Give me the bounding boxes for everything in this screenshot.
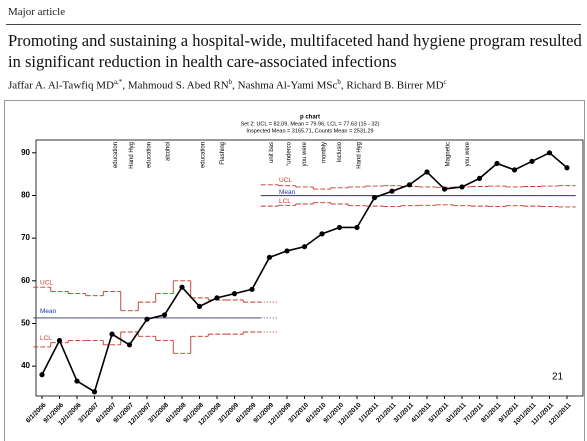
author-name: Mahmoud S. Abed RN: [127, 79, 229, 92]
annotation: Hand Hyg: [129, 142, 135, 169]
article-title: Promoting and sustaining a hospital-wide…: [8, 31, 582, 71]
y-tick-label: 60: [21, 276, 30, 285]
data-point: [39, 372, 45, 378]
data-point: [109, 331, 115, 337]
annotation: education: [146, 142, 152, 168]
data-point: [546, 150, 553, 156]
y-tick-label: 90: [21, 148, 30, 157]
annotation: monthly: [321, 142, 327, 163]
rule: [6, 24, 581, 25]
authors: Jaffar A. Al-Tawfiq MDa,*, Mahmoud S. Ab…: [8, 78, 447, 92]
data-point: [301, 244, 308, 250]
data-point: [56, 337, 63, 344]
data-point: [424, 169, 430, 175]
annotation: alcohol: [166, 142, 172, 161]
data-point: [284, 248, 290, 254]
data-point: [564, 165, 570, 171]
data-point: [161, 312, 168, 318]
limit-label: Mean: [279, 189, 296, 196]
data-point: [214, 295, 220, 301]
data-point: [336, 224, 343, 231]
limit-label: UCL: [279, 177, 292, 184]
chart-subtitle: Inspected Mean = 3165.71, Counts Mean = …: [246, 128, 373, 134]
author-name: Nashma Al-Yami MSc: [237, 79, 338, 92]
author-affiliation: a,*: [113, 78, 123, 86]
author-affiliation: b: [228, 78, 233, 86]
page-number: 21: [552, 372, 564, 383]
data-point: [266, 254, 273, 260]
data-point: [144, 316, 150, 322]
annotation: Hand Hyg: [356, 142, 362, 169]
data-point: [91, 389, 98, 395]
limit-label: Mean: [40, 308, 57, 315]
data-point: [319, 231, 325, 237]
author-name: Richard B. Birrer MD: [346, 79, 444, 92]
data-point: [354, 224, 360, 231]
data-point: [389, 188, 395, 194]
annotation: Inclusio: [337, 141, 343, 162]
y-tick-label: 40: [21, 361, 30, 370]
plot-area: [35, 139, 584, 397]
data-point: [476, 175, 483, 181]
annotation: “underco: [286, 141, 292, 165]
y-tick-label: 50: [21, 319, 30, 328]
annotation: you were: [465, 141, 471, 166]
figure-frame: [4, 100, 585, 441]
y-tick-label: 80: [21, 191, 30, 200]
annotation: education: [113, 142, 119, 168]
section-label: Major article: [8, 6, 66, 18]
annotation: education: [201, 142, 207, 168]
data-point: [406, 182, 413, 188]
data-point: [126, 342, 133, 348]
data-point: [179, 284, 185, 290]
data-point: [511, 167, 518, 173]
data-point: [459, 184, 465, 190]
data-point: [231, 291, 238, 297]
author-affiliation: b: [337, 78, 341, 86]
data-point: [371, 195, 378, 201]
data-point: [494, 160, 500, 167]
author-name: Jaffar A. Al-Tawfiq MD: [8, 79, 114, 92]
limit-label: LCL: [40, 335, 52, 342]
data-point: [441, 186, 448, 192]
data-point: [249, 286, 255, 292]
chart-subtitle: Set 2: UCL = 82.09, Mean = 79.96, LCL = …: [241, 121, 380, 127]
chart-title: p chart: [300, 115, 320, 121]
annotation: Flashing: [220, 142, 226, 165]
annotation: Magnetic: [446, 142, 452, 166]
data-point: [74, 378, 80, 384]
author-affiliation: c: [443, 78, 447, 86]
limit-label: LCL: [279, 198, 291, 205]
data-point: [196, 303, 203, 309]
data-line: [41, 151, 568, 393]
data-point: [529, 158, 535, 164]
annotation: you were: [302, 141, 308, 166]
limit-label: UCL: [40, 280, 53, 287]
y-tick-label: 70: [21, 233, 30, 242]
annotation: unit bas: [269, 142, 275, 163]
